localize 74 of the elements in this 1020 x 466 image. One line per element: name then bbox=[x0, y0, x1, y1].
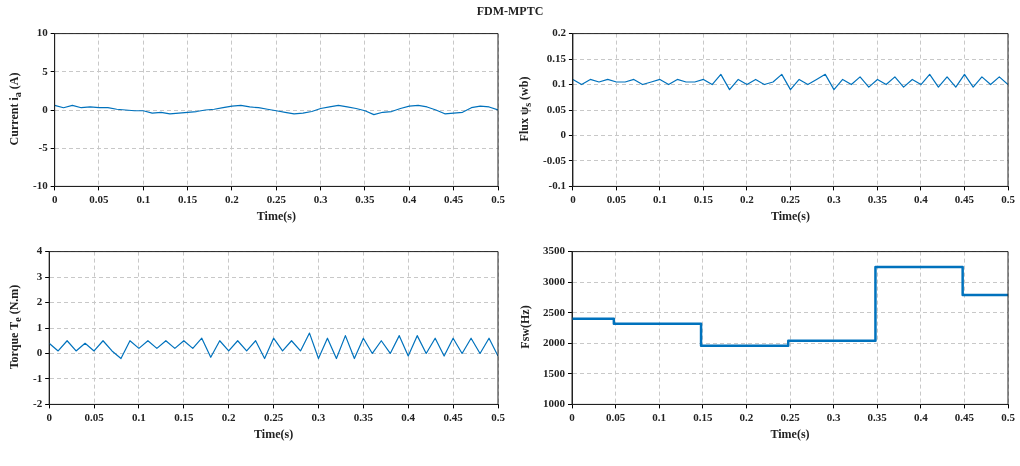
x-tick-label: 0.5 bbox=[491, 410, 506, 423]
chart-title: FDM-MPTC bbox=[476, 4, 544, 18]
x-tick-label: 0.5 bbox=[491, 192, 506, 205]
x-tick-label: 0.3 bbox=[311, 410, 326, 423]
x-tick-label: 0.4 bbox=[402, 192, 417, 205]
x-tick-label: 0.1 bbox=[136, 192, 151, 205]
x-tick-label: 0.3 bbox=[826, 410, 841, 423]
x-tick-label: 0.45 bbox=[954, 192, 975, 205]
y-tick-label: 2 bbox=[36, 295, 43, 308]
x-tick-label: 0.1 bbox=[653, 192, 667, 205]
x-tick-label: 0.45 bbox=[954, 410, 975, 423]
y-tick-label: 0.15 bbox=[546, 51, 567, 64]
x-axis-title: Time(s) bbox=[770, 208, 811, 223]
y-tick-label: 4 bbox=[36, 244, 43, 257]
x-tick-label: 0.2 bbox=[225, 192, 240, 205]
x-tick-label: 0.1 bbox=[132, 410, 146, 423]
x-axis-title: Time(s) bbox=[770, 426, 810, 441]
y-axis-title: Fsw(Hz) bbox=[517, 305, 533, 349]
x-tick-label: 0.35 bbox=[867, 410, 888, 423]
x-tick-label: 0.05 bbox=[605, 410, 626, 423]
x-tick-label: 0.25 bbox=[266, 192, 287, 205]
x-tick-label: 0 bbox=[569, 410, 576, 423]
x-tick-label: 0 bbox=[570, 192, 577, 205]
x-tick-label: 0.2 bbox=[740, 192, 755, 205]
y-tick-label: 0 bbox=[36, 346, 43, 359]
x-tick-label: 0.35 bbox=[355, 192, 376, 205]
y-tick-label: -2 bbox=[32, 397, 43, 410]
x-tick-label: 0.45 bbox=[444, 192, 464, 205]
x-tick-label: 0.15 bbox=[693, 410, 713, 423]
x-tick-label: 0.4 bbox=[913, 410, 929, 423]
x-tick-label: 0.45 bbox=[443, 410, 464, 423]
x-tick-label: 0.25 bbox=[780, 192, 801, 205]
y-tick-label: 2000 bbox=[543, 336, 566, 349]
y-tick-label: 0 bbox=[560, 128, 567, 141]
y-tick-label: -0.1 bbox=[548, 179, 566, 192]
x-tick-label: 0.05 bbox=[89, 192, 110, 205]
x-tick-label: 0.5 bbox=[1001, 410, 1016, 423]
y-tick-label: 0.2 bbox=[552, 26, 567, 39]
x-tick-label: 0.15 bbox=[178, 192, 198, 205]
x-tick-label: 0.2 bbox=[739, 410, 754, 423]
y-tick-label: 1500 bbox=[543, 366, 566, 379]
y-tick-label: -10 bbox=[32, 179, 49, 192]
x-tick-label: 0.05 bbox=[606, 192, 627, 205]
y-tick-label: 3000 bbox=[543, 275, 566, 287]
x-tick-label: 0.3 bbox=[313, 192, 329, 205]
y-tick-label: -1 bbox=[32, 371, 43, 384]
y-tick-label: 0 bbox=[42, 102, 49, 115]
y-tick-label: 3500 bbox=[543, 244, 566, 257]
x-tick-label: 0.15 bbox=[174, 410, 194, 423]
y-tick-label: 0.05 bbox=[546, 102, 567, 115]
x-tick-label: 0.4 bbox=[914, 192, 929, 205]
y-tick-label: 3 bbox=[36, 269, 43, 282]
x-tick-label: 0.2 bbox=[221, 410, 237, 423]
x-tick-label: 0 bbox=[51, 192, 58, 205]
x-tick-label: 0.35 bbox=[353, 410, 374, 423]
x-tick-label: 0.25 bbox=[780, 410, 801, 423]
x-tick-label: 0.35 bbox=[867, 192, 888, 205]
x-tick-label: 0.5 bbox=[1001, 192, 1016, 205]
y-tick-label: 1000 bbox=[543, 397, 566, 410]
y-tick-label: 2500 bbox=[543, 305, 566, 318]
y-tick-label: 1 bbox=[36, 320, 43, 333]
x-tick-label: 0.3 bbox=[827, 192, 842, 205]
y-tick-label: 0.1 bbox=[552, 77, 566, 90]
y-tick-label: -5 bbox=[38, 141, 49, 154]
x-tick-label: 0.05 bbox=[84, 410, 105, 423]
y-tick-label: 10 bbox=[36, 26, 49, 39]
x-tick-label: 0.4 bbox=[401, 410, 416, 423]
y-tick-label: 5 bbox=[42, 64, 49, 77]
x-tick-label: 0.1 bbox=[652, 410, 667, 423]
y-tick-label: -0.05 bbox=[542, 153, 567, 166]
x-axis-title: Time(s) bbox=[256, 208, 296, 223]
x-tick-label: 0.25 bbox=[263, 410, 284, 423]
x-axis-title: Time(s) bbox=[254, 426, 294, 441]
x-tick-label: 0.15 bbox=[693, 192, 714, 205]
